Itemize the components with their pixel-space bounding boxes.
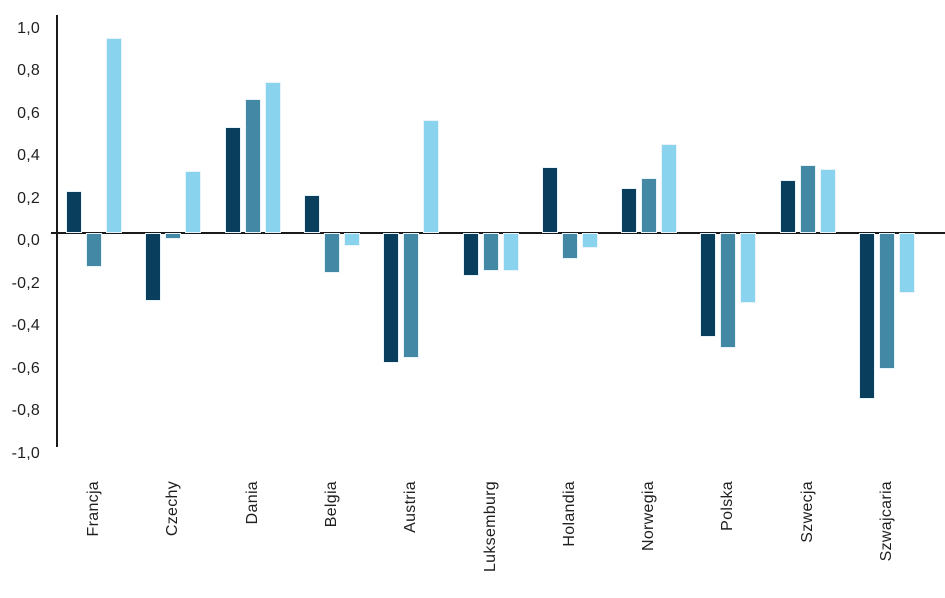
x-tick-label-austria: Austria	[402, 481, 419, 533]
bar-austria-series-3-light-blue	[423, 120, 439, 233]
x-tick-label-czechy: Czechy	[164, 481, 181, 537]
bar-francja-series-2-steel-blue	[86, 233, 102, 267]
y-tick-label--0_2: -0,2	[11, 274, 40, 292]
bar-polska-series-2-steel-blue	[720, 233, 736, 348]
y-tick-label-0_6: 0,6	[17, 104, 40, 122]
bar-polska-series-1-dark-navy	[700, 233, 716, 338]
bar-belgia-series-3-light-blue	[344, 233, 360, 246]
y-tick-label-0_4: 0,4	[17, 147, 40, 164]
bar-norwegia-series-3-light-blue	[661, 143, 677, 233]
x-tick-label-francja: Francja	[85, 481, 102, 537]
bar-dania-series-2-steel-blue	[245, 99, 261, 233]
bar-luksemburg-series-2-steel-blue	[483, 233, 499, 272]
bar-polska-series-3-light-blue	[740, 233, 756, 304]
bar-luksemburg-series-3-light-blue	[503, 233, 519, 272]
bar-dania-series-3-light-blue	[265, 82, 281, 233]
bar-austria-series-2-steel-blue	[403, 233, 419, 359]
y-tick-label--0_6: -0,6	[11, 359, 40, 377]
bar-czechy-series-1-dark-navy	[145, 233, 161, 301]
x-tick-label-belgia: Belgia	[323, 481, 340, 528]
bar-dania-series-1-dark-navy	[225, 126, 241, 233]
bar-belgia-series-1-dark-navy	[304, 194, 320, 233]
bar-czechy-series-3-light-blue	[185, 171, 201, 233]
bar-francja-series-3-light-blue	[106, 37, 122, 233]
x-tick-label-szwajcaria: Szwajcaria	[878, 481, 895, 562]
x-tick-label-dania: Dania	[244, 481, 261, 525]
bar-szwecja-series-2-steel-blue	[800, 165, 816, 233]
bar-szwajcaria-series-2-steel-blue	[879, 233, 895, 369]
y-tick-label-0_0: 0,0	[17, 232, 40, 249]
y-tick-label-0_8: 0,8	[17, 62, 40, 79]
bar-norwegia-series-2-steel-blue	[641, 177, 657, 233]
bar-szwecja-series-3-light-blue	[820, 169, 836, 233]
y-tick-label--0_8: -0,8	[11, 402, 40, 419]
y-tick-label--1_0: -1,0	[11, 444, 40, 462]
bar-norwegia-series-1-dark-navy	[621, 188, 637, 233]
bar-austria-series-1-dark-navy	[383, 233, 399, 363]
y-tick-label--0_4: -0,4	[11, 317, 40, 334]
bar-holandia-series-1-dark-navy	[542, 167, 558, 233]
x-tick-label-norwegia: Norwegia	[640, 481, 657, 551]
bar-francja-series-1-dark-navy	[66, 190, 82, 233]
y-axis-line	[56, 15, 58, 447]
x-tick-label-luksemburg: Luksemburg	[482, 481, 499, 573]
bar-luksemburg-series-1-dark-navy	[463, 233, 479, 276]
x-tick-label-polska: Polska	[719, 481, 736, 531]
bar-belgia-series-2-steel-blue	[324, 233, 340, 274]
bar-holandia-series-3-light-blue	[582, 233, 598, 248]
x-tick-label-holandia: Holandia	[561, 481, 578, 547]
x-tick-label-szwecja: Szwecja	[799, 481, 816, 543]
bar-czechy-series-2-steel-blue	[165, 233, 181, 240]
bar-holandia-series-2-steel-blue	[562, 233, 578, 259]
bar-szwajcaria-series-3-light-blue	[899, 233, 915, 293]
bar-szwajcaria-series-1-dark-navy	[859, 233, 875, 399]
bar-szwecja-series-1-dark-navy	[780, 179, 796, 233]
y-tick-label-1_0: 1,0	[17, 19, 40, 37]
y-tick-label-0_2: 0,2	[17, 189, 40, 207]
